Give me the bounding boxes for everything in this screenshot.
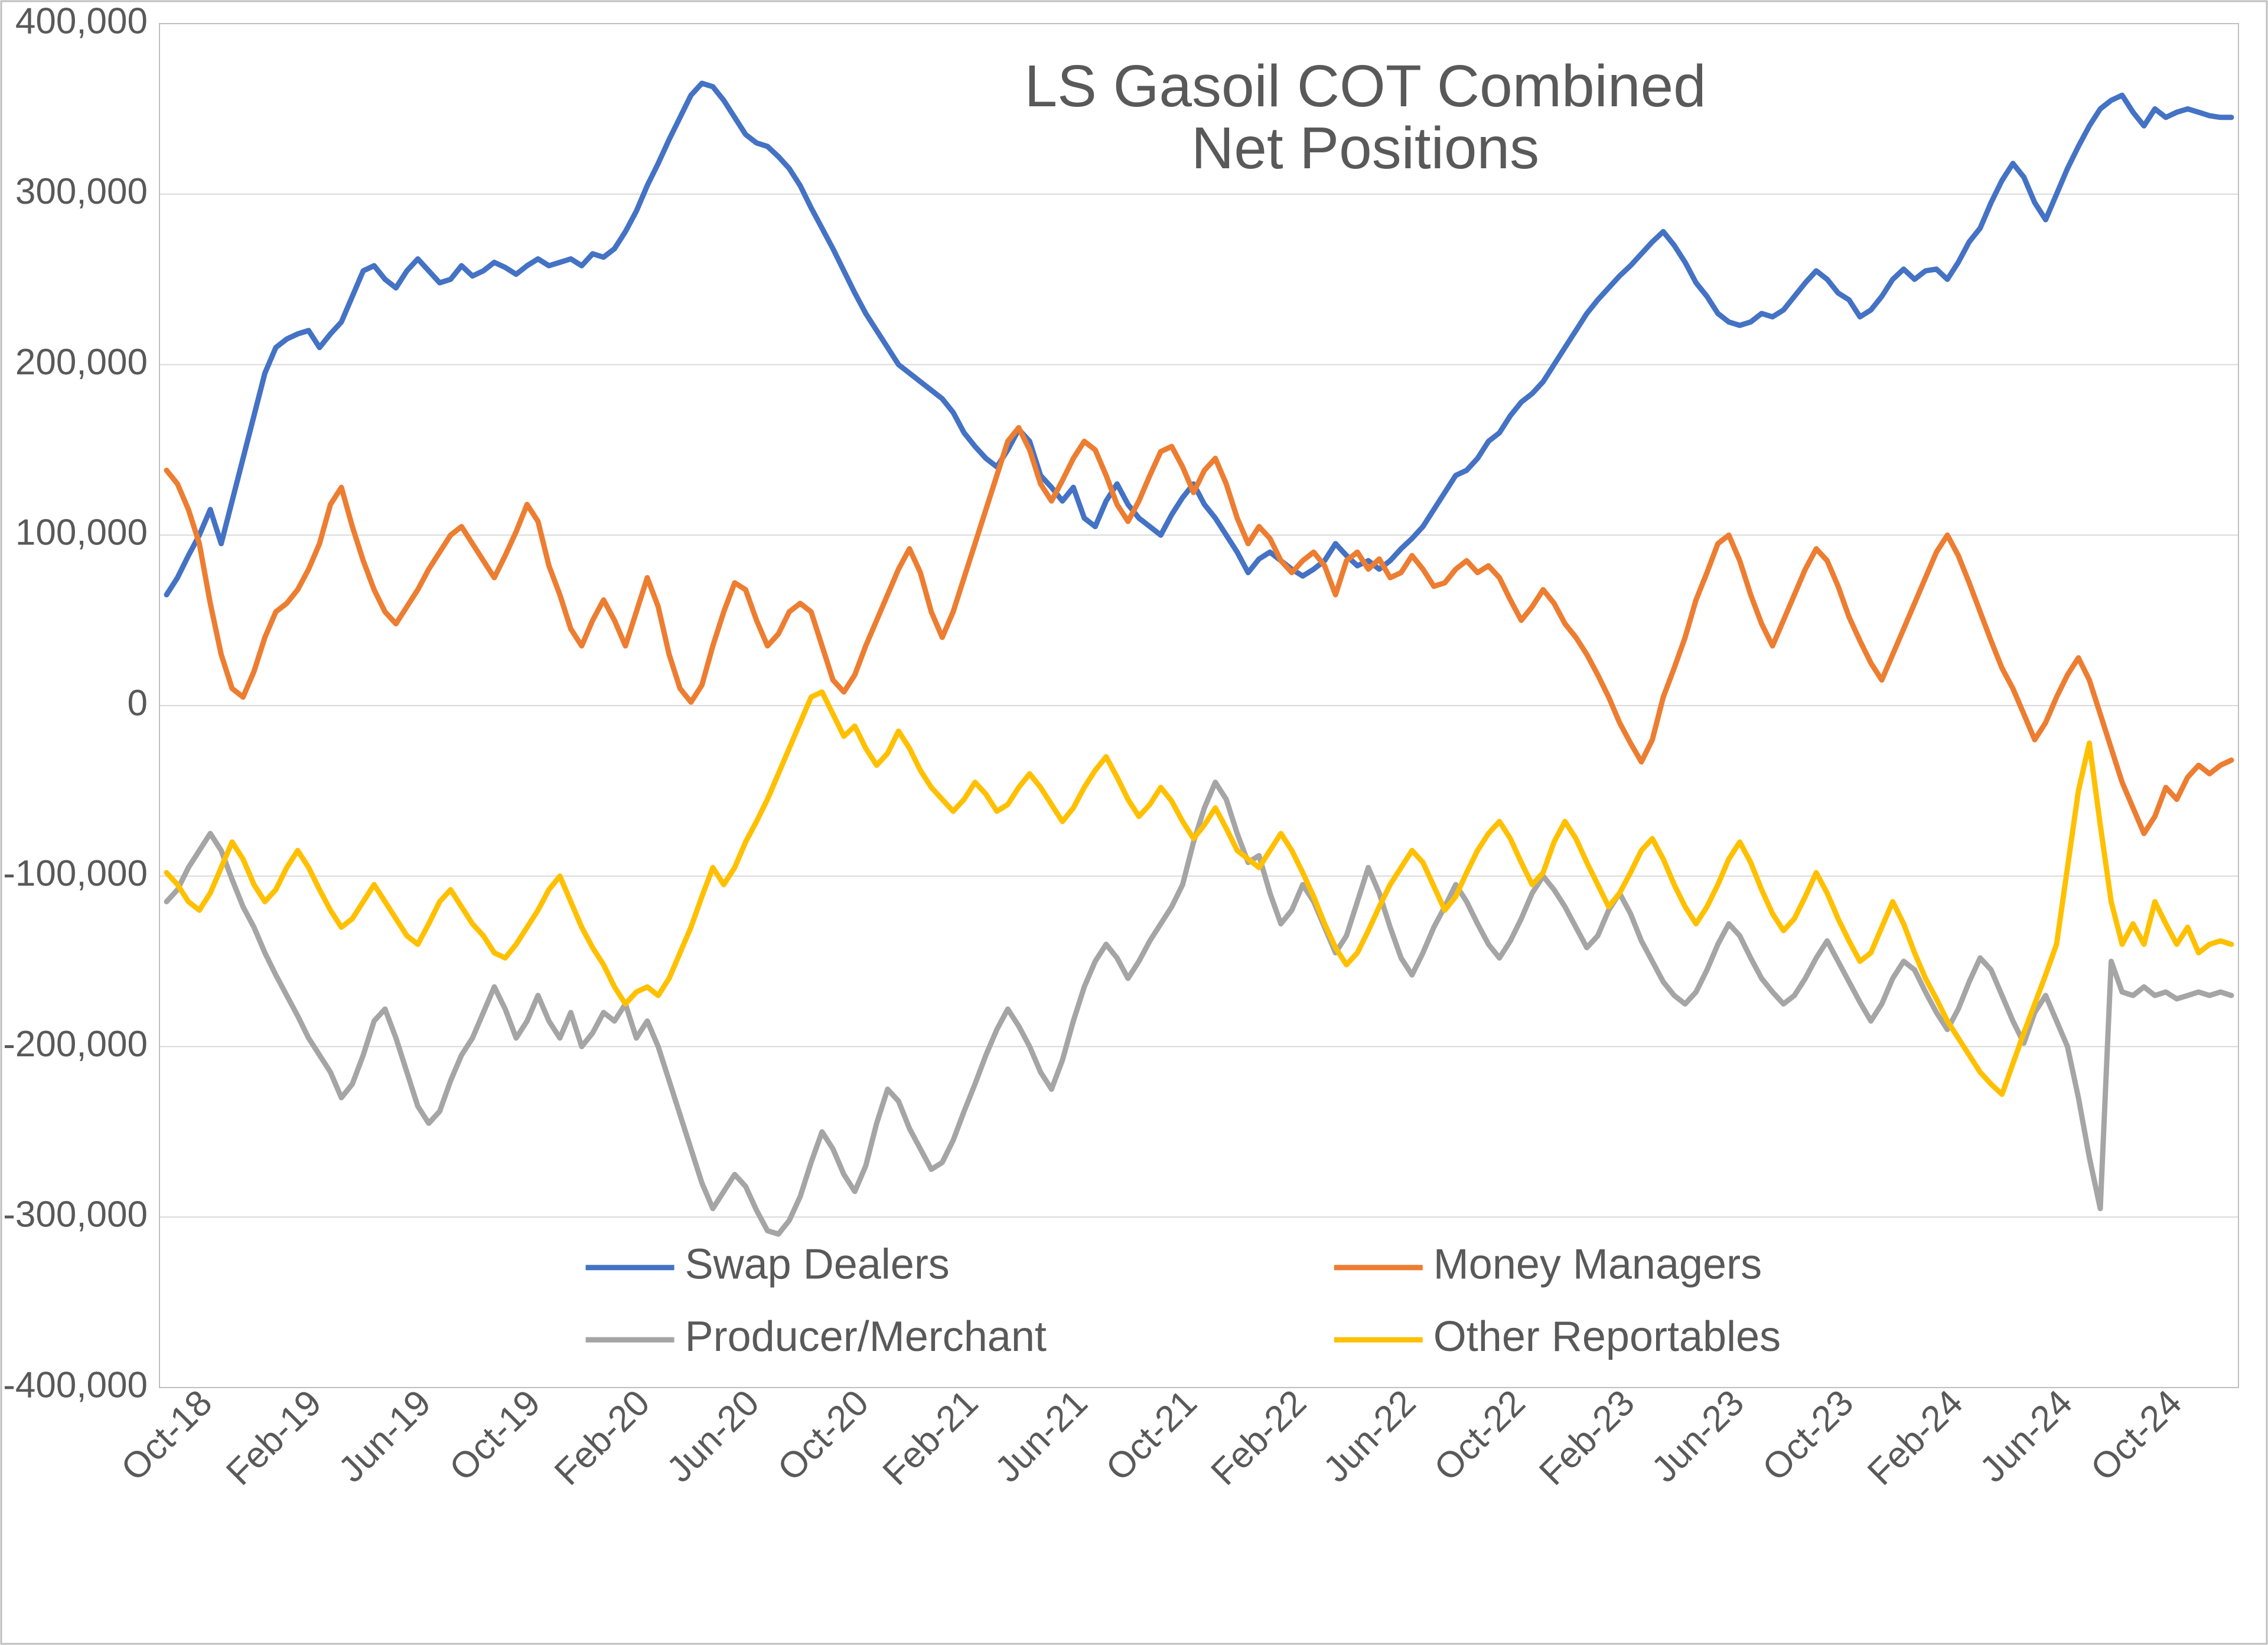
line-chart: -400,000 -300,000 -200,000 -100,000 0 100,000… bbox=[0, 0, 2268, 1645]
x-axis-tick-label: Jun-24 bbox=[1972, 1382, 2080, 1490]
legend-label: Money Managers bbox=[1433, 1241, 1762, 1288]
y-axis-tick-label: 400,000 bbox=[15, 1, 148, 41]
x-axis-tick-label: Oct-24 bbox=[2083, 1382, 2189, 1489]
legend-label: Swap Dealers bbox=[685, 1241, 950, 1288]
legend-label: Other Reportables bbox=[1433, 1313, 1781, 1360]
y-axis-tick-label: 0 bbox=[128, 683, 148, 723]
x-axis-tick-label: Feb-24 bbox=[1860, 1382, 1971, 1493]
chart-title-line: Net Positions bbox=[1191, 115, 1539, 181]
chart-container: -400,000 -300,000 -200,000 -100,000 0 100,000… bbox=[0, 0, 2268, 1645]
x-axis-tick-label: Oct-19 bbox=[442, 1382, 548, 1489]
x-axis-tick-label: Oct-23 bbox=[1755, 1382, 1861, 1489]
y-axis-tick-label: 100,000 bbox=[15, 513, 148, 553]
legend-label: Producer/Merchant bbox=[685, 1313, 1047, 1360]
x-axis-tick-label: Jun-21 bbox=[988, 1382, 1096, 1490]
y-axis-tick-label: -400,000 bbox=[3, 1365, 148, 1405]
x-axis-tick-label: Feb-23 bbox=[1531, 1382, 1643, 1493]
x-axis-tick-label: Feb-20 bbox=[547, 1382, 658, 1493]
x-axis-tick-label: Feb-21 bbox=[875, 1382, 986, 1493]
x-axis-tick-label: Feb-22 bbox=[1203, 1382, 1314, 1493]
x-axis-tick-label: Oct-21 bbox=[1099, 1382, 1205, 1489]
x-axis-tick-label: Jun-19 bbox=[331, 1382, 439, 1490]
x-axis-tick-label: Jun-22 bbox=[1316, 1382, 1424, 1490]
y-axis-tick-label: 200,000 bbox=[15, 342, 148, 383]
x-axis-tick-label: Oct-20 bbox=[770, 1382, 876, 1489]
y-axis-tick-label: -200,000 bbox=[3, 1024, 148, 1065]
y-axis-tick-label: 300,000 bbox=[15, 171, 148, 212]
series-producer-merchant bbox=[167, 782, 2231, 1234]
x-axis-tick-label: Jun-23 bbox=[1644, 1382, 1752, 1490]
y-axis-tick-label: -100,000 bbox=[3, 853, 148, 894]
x-axis-tick-label: Feb-19 bbox=[219, 1382, 330, 1493]
x-axis-tick-label: Oct-22 bbox=[1426, 1382, 1533, 1489]
y-axis-tick-label: -300,000 bbox=[3, 1194, 148, 1235]
x-axis-tick-label: Jun-20 bbox=[659, 1382, 767, 1490]
chart-title-line: LS Gasoil COT Combined bbox=[1024, 53, 1706, 119]
